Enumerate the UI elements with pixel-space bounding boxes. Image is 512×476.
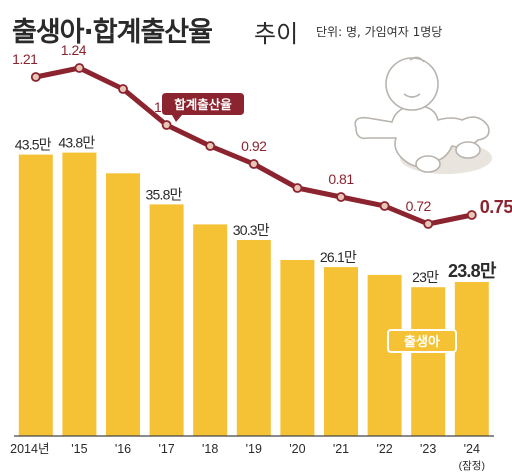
births-bar [18, 154, 53, 436]
tfr-point [336, 192, 346, 202]
baby-crawling-icon [354, 56, 492, 174]
tfr-point [205, 141, 216, 151]
tfr-data-label: 0.72 [406, 198, 432, 214]
births-data-label: 26.1만 [320, 249, 357, 265]
tfr-point [248, 159, 259, 169]
births-bar [324, 267, 358, 436]
births-bar [106, 173, 140, 437]
x-tick-label: 2014년 [10, 442, 49, 456]
births-bar [149, 204, 184, 436]
births-data-label: 35.8만 [146, 186, 183, 202]
legend-births: 출생아 [387, 329, 457, 353]
x-tick-label: '20 [289, 442, 305, 456]
legend-tfr: 합계출산율 [162, 93, 244, 122]
births-bar [367, 274, 402, 436]
x-tick-label: '18 [202, 442, 218, 456]
legend-tfr-label: 합계출산율 [174, 97, 232, 112]
unit-label: 단위: 명, 가임여자 1명당 [316, 25, 443, 39]
births-data-label: 23.8만 [448, 261, 497, 281]
chart-title-suffix: 추이 [254, 20, 299, 48]
births-data-label: 43.8만 [58, 135, 95, 151]
tfr-data-label: 0.81 [328, 171, 354, 187]
births-bar [411, 287, 446, 436]
births-bar [193, 224, 228, 436]
tfr-data-label: 1.21 [12, 51, 38, 67]
tfr-data-label: 0.92 [241, 138, 267, 154]
tfr-data-label: 0.75명 [480, 197, 512, 217]
births-bar [236, 240, 271, 436]
births-data-label: 23만 [412, 269, 439, 285]
x-tick-label: '15 [71, 442, 87, 456]
births-data-label: 30.3만 [233, 222, 270, 238]
legend-births-label: 출생아 [404, 334, 440, 349]
births-data-label: 43.5만 [15, 137, 52, 153]
tfr-point [423, 219, 434, 229]
tfr-point [466, 210, 477, 220]
tfr-point [379, 201, 390, 211]
x-tick-label: '24 [464, 442, 480, 456]
chart-title: 출생아·합계출산율 [12, 17, 213, 48]
x-tick-label: '19 [246, 442, 262, 456]
x-tick-label: '21 [333, 442, 349, 456]
x-tick-label: '23 [420, 442, 436, 456]
births-bar [280, 260, 315, 436]
tfr-point [74, 63, 85, 73]
x-tick-label: '17 [158, 442, 174, 456]
tfr-data-label: 1.24 [61, 42, 87, 58]
x-tick-note: (잠정) [459, 460, 485, 472]
x-tick-label: '16 [115, 442, 131, 456]
tfr-point [30, 72, 41, 82]
tfr-point [161, 120, 172, 130]
x-tick-label: '22 [376, 442, 392, 456]
births-bar [454, 282, 489, 436]
tfr-point [292, 183, 303, 193]
births-bar [62, 152, 97, 436]
tfr-point [118, 84, 128, 94]
